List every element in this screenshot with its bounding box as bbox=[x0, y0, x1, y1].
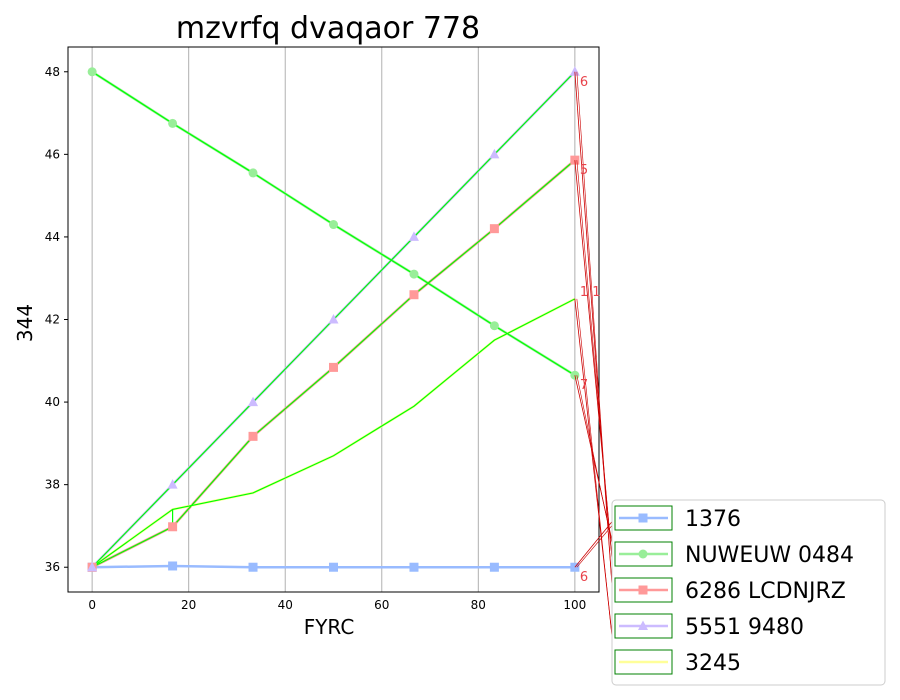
series-2-point bbox=[329, 362, 338, 372]
legend-swatch-box-2 bbox=[614, 577, 673, 603]
series-1-point bbox=[409, 269, 419, 279]
series-1-point bbox=[248, 168, 258, 178]
series-2-point bbox=[168, 522, 178, 532]
y-tick-label: 38 bbox=[45, 478, 60, 492]
series-3-point bbox=[248, 396, 259, 407]
legend-label-4: 3245 bbox=[685, 651, 741, 676]
series-3-point bbox=[489, 148, 500, 159]
x-tick-label: 80 bbox=[471, 598, 486, 612]
y-tick-label: 44 bbox=[45, 230, 60, 244]
y-tick-label: 46 bbox=[45, 147, 60, 161]
x-axis-label: FYRC bbox=[304, 615, 355, 639]
legend-swatch-box-1 bbox=[614, 541, 673, 567]
leader-line-outer-0 bbox=[576, 521, 616, 568]
series-1-point bbox=[489, 321, 499, 331]
legend-label-2: 6286 LCDNJRZ bbox=[685, 579, 846, 604]
series-0-point bbox=[168, 561, 178, 571]
end-label-1: 7 bbox=[580, 378, 588, 393]
series-2-point bbox=[489, 224, 499, 234]
series-0-point bbox=[489, 562, 499, 572]
x-tick-label: 40 bbox=[278, 598, 293, 612]
series-2-point bbox=[409, 290, 419, 300]
y-tick-label: 40 bbox=[45, 395, 60, 409]
end-label-4: 1 1 bbox=[580, 285, 601, 300]
end-labels: 6 7 5 6 1 1 bbox=[580, 75, 601, 585]
axis-ticks: 0 20 40 60 80 100 36 38 40 42 44 46 48 bbox=[45, 65, 587, 612]
series-1-point bbox=[87, 67, 97, 77]
end-label-0: 6 bbox=[580, 570, 588, 585]
series-3-point bbox=[328, 314, 339, 324]
legend-box bbox=[611, 499, 886, 686]
leader-line-1 bbox=[574, 375, 616, 555]
legend-marker-3 bbox=[638, 620, 648, 630]
leader-lines bbox=[574, 71, 616, 667]
series-0-point bbox=[248, 562, 258, 572]
legend-swatch-box-4 bbox=[614, 649, 673, 675]
series-3-point bbox=[408, 231, 419, 241]
legend-swatch-box-3 bbox=[614, 613, 673, 639]
legend-marker-1 bbox=[638, 549, 648, 559]
legend: 1376 NUWEUW 0484 6286 LCDNJRZ 5551 9480 3245 bbox=[611, 499, 886, 686]
y-tick-label: 36 bbox=[45, 560, 60, 574]
grid-lines bbox=[91, 47, 576, 592]
series-0-point bbox=[409, 562, 419, 572]
y-tick-label: 42 bbox=[45, 313, 60, 327]
leader-line-outer-4 bbox=[576, 298, 616, 667]
legend-marker-0 bbox=[638, 513, 648, 523]
series-3-point bbox=[167, 479, 178, 489]
series-3-point bbox=[569, 66, 580, 76]
chart-title: mzvrfq dvaqaor 778 bbox=[176, 11, 480, 46]
x-tick-label: 0 bbox=[88, 598, 96, 612]
y-tick-label: 48 bbox=[45, 65, 60, 79]
leader-line-outer-3 bbox=[576, 71, 616, 631]
legend-label-3: 5551 9480 bbox=[685, 615, 804, 640]
series-1-point bbox=[168, 118, 178, 128]
x-tick-label: 60 bbox=[374, 598, 389, 612]
y-axis-label: 344 bbox=[13, 304, 37, 342]
x-tick-label: 100 bbox=[563, 598, 586, 612]
end-label-3: 6 bbox=[580, 75, 588, 90]
end-label-2: 5 bbox=[580, 163, 588, 178]
series-3-point bbox=[87, 561, 98, 572]
legend-marker-2 bbox=[638, 585, 648, 595]
series-markers bbox=[87, 66, 580, 572]
series-2-point bbox=[248, 431, 258, 441]
legend-label-1: NUWEUW 0484 bbox=[685, 543, 854, 568]
series-1-point bbox=[329, 220, 338, 230]
legend-swatch-box-0 bbox=[614, 505, 673, 531]
series-0-point bbox=[329, 562, 338, 572]
leader-line-outer-1 bbox=[576, 375, 616, 559]
x-tick-label: 20 bbox=[181, 598, 196, 612]
legend-label-0: 1376 bbox=[685, 507, 741, 532]
leader-line-outer-2 bbox=[576, 160, 616, 595]
